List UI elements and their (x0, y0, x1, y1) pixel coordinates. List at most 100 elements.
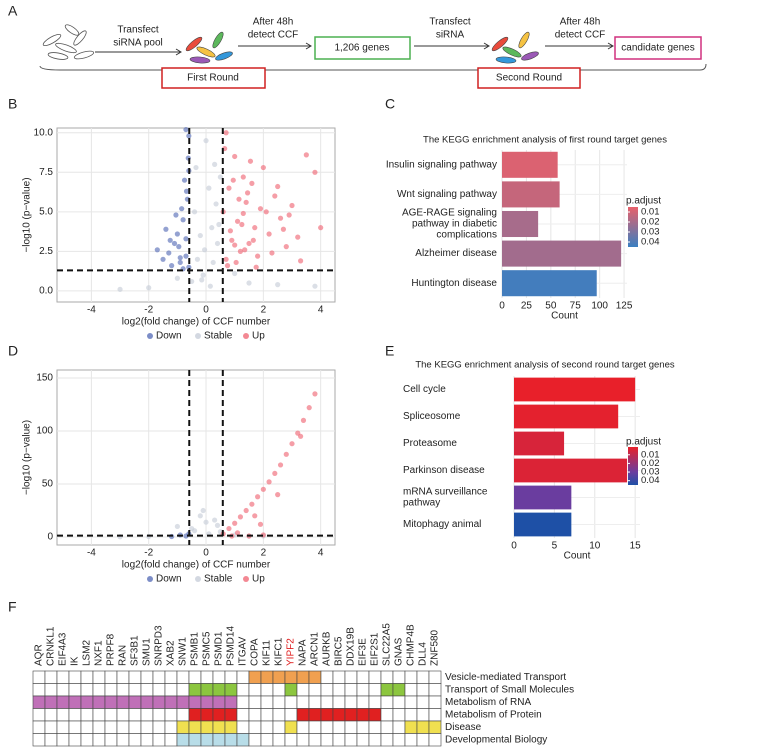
cell (368, 720, 382, 734)
point (226, 525, 232, 532)
cell (272, 670, 286, 684)
plot-background (56, 127, 336, 303)
point (229, 237, 235, 243)
gene-label: ARCN1 (310, 632, 321, 666)
row-label: Developmental Biology (445, 734, 547, 745)
point (295, 234, 301, 240)
cell (380, 695, 394, 709)
point (194, 256, 201, 262)
gene-label: IK (70, 656, 81, 666)
cell (260, 733, 274, 747)
point (186, 133, 192, 139)
cell (272, 708, 286, 722)
point (203, 519, 209, 525)
cell (320, 733, 334, 747)
point (183, 188, 190, 194)
workflow: Transfect siRNA pool After 48h detect CC… (39, 17, 707, 89)
cell (344, 670, 358, 684)
point (167, 237, 173, 243)
point (306, 405, 312, 411)
cell (404, 670, 418, 684)
y-tick-label: Parkinson disease (403, 465, 485, 476)
cell (200, 695, 214, 709)
cell (416, 720, 430, 734)
cell (428, 695, 442, 709)
point (166, 250, 172, 256)
gene-label: ZNF580 (430, 629, 441, 666)
point (209, 225, 215, 231)
cell (92, 670, 106, 684)
point (212, 161, 218, 167)
point (243, 507, 249, 514)
point (199, 277, 205, 283)
cell (188, 683, 202, 697)
bar (502, 151, 558, 178)
legend-marker (147, 576, 153, 582)
cell (260, 683, 274, 697)
point (181, 177, 188, 183)
cell (392, 733, 406, 747)
cell (200, 720, 214, 734)
point (230, 177, 236, 183)
cell (212, 695, 226, 709)
y-tick-label: Proteasome (403, 438, 457, 449)
plot-background (56, 369, 336, 546)
cell (332, 708, 346, 722)
point (237, 514, 244, 520)
x-tick-label: 4 (318, 548, 324, 559)
y-tick-label: AGE-RAGE signaling (402, 208, 497, 219)
point (252, 225, 258, 231)
cell (200, 670, 214, 684)
cell (236, 683, 250, 697)
cell (32, 670, 46, 684)
cell (164, 670, 178, 684)
legend-label: Up (252, 574, 265, 585)
row-label: Vesicle-mediated Transport (445, 672, 566, 683)
gene-label: CRNKL1 (46, 626, 57, 666)
cell (260, 720, 274, 734)
cell (296, 683, 310, 697)
cell (368, 683, 382, 697)
cell (68, 695, 82, 709)
x-tick-label: 50 (545, 301, 557, 312)
legend-label: Stable (204, 331, 233, 342)
y-tick-label: pathway (403, 498, 440, 509)
cell (68, 670, 82, 684)
cell (248, 720, 262, 734)
point (232, 153, 238, 160)
legend-tick-label: 0.01 (641, 207, 660, 218)
point (260, 486, 266, 492)
bar (502, 240, 622, 267)
gene-label: EIF2S1 (370, 632, 381, 666)
cell (236, 670, 250, 684)
cell (44, 720, 58, 734)
x-tick-label: -2 (144, 305, 153, 316)
cell (140, 720, 154, 734)
point (239, 221, 245, 228)
x-tick-label: 125 (616, 301, 633, 312)
point (247, 158, 254, 164)
cell (32, 720, 46, 734)
panel-label: F (8, 599, 17, 615)
legend-label: Down (156, 574, 182, 585)
cell (404, 695, 418, 709)
cell (404, 720, 418, 734)
cell (296, 695, 310, 709)
point (224, 263, 231, 269)
cell (428, 720, 442, 734)
gene-label: PSMD14 (226, 626, 237, 666)
cell (116, 708, 130, 722)
y-tick-label: pathway in diabetic (412, 219, 497, 230)
cell (188, 720, 202, 734)
point (252, 513, 258, 519)
point (237, 248, 244, 254)
cell (92, 695, 106, 709)
gene-label: CHMP4B (406, 624, 417, 666)
point (243, 199, 249, 205)
x-tick-label: 2 (261, 305, 267, 316)
point (210, 259, 216, 266)
cell (92, 708, 106, 722)
cell (368, 670, 382, 684)
gene-label: DLL4 (418, 642, 429, 666)
y-tick-label: mRNA surveillance (403, 487, 488, 498)
